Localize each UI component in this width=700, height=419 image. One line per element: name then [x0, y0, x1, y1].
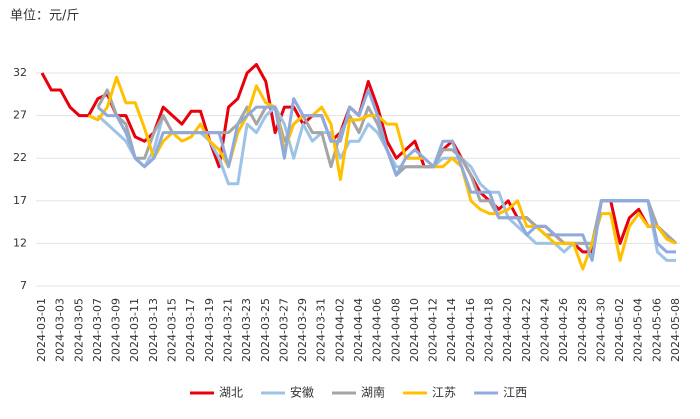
x-tick-label: 2024-05-04 [632, 298, 645, 362]
x-tick-label: 2024-04-06 [371, 298, 384, 362]
y-tick-label: 32 [13, 66, 27, 79]
x-tick-label: 2024-04-02 [333, 298, 346, 362]
y-tick-label: 27 [13, 109, 27, 122]
x-tick-label: 2024-04-10 [408, 298, 421, 362]
x-tick-label: 2024-04-08 [389, 298, 402, 362]
series-line [87, 75, 677, 271]
x-tick-label: 2024-04-16 [464, 298, 477, 362]
x-tick-label: 2024-03-21 [221, 298, 234, 362]
x-tick-label: 2024-05-02 [613, 298, 626, 362]
x-tick-label: 2024-04-20 [501, 298, 514, 362]
y-tick-label: 7 [20, 279, 27, 292]
x-tick-label: 2024-04-22 [520, 298, 533, 362]
x-tick-label: 2024-04-24 [538, 298, 551, 362]
legend-label: 江苏 [432, 386, 456, 400]
x-tick-label: 2024-04-26 [557, 298, 570, 362]
x-tick-label: 2024-04-04 [352, 298, 365, 362]
x-tick-label: 2024-05-08 [669, 298, 682, 362]
legend-label: 湖北 [219, 385, 243, 400]
x-tick-label: 2024-03-29 [296, 298, 309, 362]
y-tick-label: 22 [13, 151, 27, 164]
x-tick-label: 2024-03-13 [147, 298, 160, 362]
x-tick-label: 2024-03-01 [35, 298, 48, 362]
series-line [96, 105, 676, 262]
x-tick-label: 2024-03-11 [128, 298, 141, 362]
x-tick-label: 2024-05-06 [650, 298, 663, 362]
x-tick-label: 2024-03-03 [54, 298, 67, 362]
x-tick-label: 2024-03-05 [72, 298, 85, 362]
x-tick-label: 2024-03-31 [315, 298, 328, 362]
legend-label: 湖南 [361, 385, 385, 400]
series-line [96, 88, 678, 245]
x-tick-label: 2024-04-30 [594, 298, 607, 362]
x-tick-label: 2024-04-14 [445, 298, 458, 362]
legend-label: 安徽 [290, 385, 314, 400]
x-tick-label: 2024-03-17 [184, 298, 197, 362]
x-tick-label: 2024-03-09 [110, 298, 123, 362]
x-tick-label: 2024-03-25 [259, 298, 272, 362]
x-tick-label: 2024-04-18 [483, 298, 496, 362]
y-tick-label: 12 [13, 236, 27, 249]
x-tick-label: 2024-03-07 [91, 298, 104, 362]
x-tick-label: 2024-04-28 [576, 298, 589, 362]
x-tick-label: 2024-03-19 [203, 298, 216, 362]
x-tick-label: 2024-03-27 [277, 298, 290, 362]
x-tick-label: 2024-04-12 [427, 298, 440, 362]
y-tick-label: 17 [13, 194, 27, 207]
x-tick-label: 2024-03-15 [166, 298, 179, 362]
x-tick-label: 2024-03-23 [240, 298, 253, 362]
series-line [96, 88, 676, 262]
unit-label: 单位：元/斤 [10, 9, 79, 24]
legend-label: 江西 [503, 386, 527, 400]
